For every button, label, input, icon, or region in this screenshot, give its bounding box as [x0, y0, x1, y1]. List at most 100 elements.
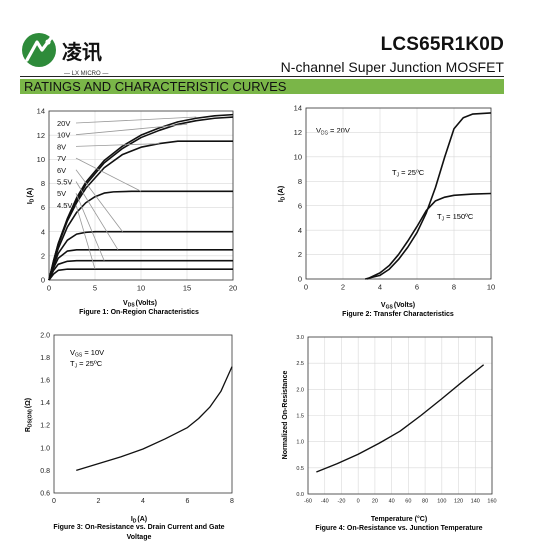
x-tick-label: 10 — [487, 283, 495, 292]
x-tick-label: 20 — [229, 284, 237, 293]
x-tick-label: 8 — [452, 283, 456, 292]
figure-2-annotation-tj25: TJ = 25ºC — [392, 168, 425, 179]
figure-2-annotation-vds: VDS = 20V — [316, 126, 350, 137]
y-tick-label: 2.5 — [296, 361, 304, 367]
y-tick-label: 10 — [294, 152, 302, 161]
series-line — [76, 366, 233, 472]
series-line — [48, 140, 233, 281]
y-tick-label: 0.5 — [296, 466, 304, 472]
y-tick-label: 2 — [41, 251, 45, 260]
y-tick-label: 2 — [298, 250, 302, 259]
figure-4-ylabel: Normalized On-Resistance — [282, 371, 289, 460]
figure-4-caption: Figure 4: On-Resistance vs. Junction Tem… — [315, 525, 482, 532]
x-tick-label: 60 — [405, 499, 411, 505]
figure-3-annotation-tj: TJ = 25ºC — [70, 359, 103, 370]
y-tick-label: 8 — [41, 179, 45, 188]
x-tick-label: 2 — [341, 283, 345, 292]
y-tick-label: 8 — [298, 177, 302, 186]
y-tick-label: 12 — [294, 128, 302, 137]
y-tick-label: 0.6 — [40, 490, 50, 497]
figure-3-caption-line2: Voltage — [127, 534, 152, 541]
x-tick-label: 20 — [372, 499, 378, 505]
y-tick-label: 1.0 — [40, 445, 50, 452]
x-tick-label: -40 — [321, 499, 329, 505]
figure-1-legend-label: 8V — [57, 142, 66, 151]
figure-1-leader-line — [75, 169, 123, 232]
y-tick-label: 2.0 — [40, 332, 50, 339]
logo-text: 凌讯 — [62, 40, 102, 64]
series-line — [48, 259, 233, 281]
x-tick-label: 10 — [137, 284, 145, 293]
figure-3-ylabel: RDS(ON)(Ω) — [25, 398, 34, 432]
logo-subtext: — LX MICRO — — [64, 71, 108, 77]
x-tick-label: 15 — [183, 284, 191, 293]
y-tick-label: 1.6 — [40, 378, 50, 385]
y-tick-label: 0.8 — [40, 468, 50, 475]
x-tick-label: 2 — [97, 498, 101, 505]
figure-1-legend-label: 5.5V — [57, 178, 72, 187]
y-tick-label: 6 — [298, 201, 302, 210]
y-tick-label: 1.0 — [296, 440, 304, 446]
x-tick-label: 100 — [437, 499, 446, 505]
x-tick-label: -60 — [304, 499, 312, 505]
series-line — [48, 230, 233, 281]
figure-1-legend-label: 4.5V — [57, 201, 72, 210]
series-line — [366, 192, 492, 280]
figure-2-ylabel: ID(A) — [278, 186, 287, 202]
y-tick-label: 1.4 — [40, 400, 50, 407]
series-line — [48, 190, 233, 281]
figure-1-leader-line — [75, 157, 142, 192]
figure-2-xlabel: VGS(Volts) — [381, 302, 415, 311]
figure-1-legend-label: 5V — [57, 189, 66, 198]
figure-1-legend-label: 7V — [57, 154, 66, 163]
figure-1-leader-line — [75, 116, 197, 124]
x-tick-label: 0 — [52, 498, 56, 505]
x-tick-label: 5 — [93, 284, 97, 293]
series-line — [316, 364, 485, 473]
x-tick-label: 80 — [422, 499, 428, 505]
figure-1-xlabel: VDS(Volts) — [123, 300, 157, 309]
y-tick-label: 10 — [37, 155, 45, 164]
figure-2-annotation-tj150: TJ = 150ºC — [437, 212, 474, 223]
x-tick-label: 0 — [47, 284, 51, 293]
figure-3-caption-line1: Figure 3: On-Resistance vs. Drain Curren… — [53, 524, 224, 531]
figure-1-legend-label: 6V — [57, 166, 66, 175]
figure-1-legend-label: 20V — [57, 119, 70, 128]
datasheet-header: 凌讯 — LX MICRO — LCS65R1K0D N-channel Sup… — [0, 0, 544, 94]
x-tick-label: 6 — [186, 498, 190, 505]
y-tick-label: 3.0 — [296, 335, 304, 341]
header-divider — [20, 76, 504, 77]
y-tick-label: 4 — [298, 226, 302, 235]
figure-1-caption: Figure 1: On-Region Characteristics — [79, 309, 199, 316]
y-tick-label: 14 — [294, 104, 302, 113]
part-number: LCS65R1K0D — [380, 34, 504, 55]
series-line — [48, 249, 233, 281]
figure-2-caption: Figure 2: Transfer Characteristics — [342, 311, 454, 318]
figure-3-xlabel: ID(A) — [131, 516, 147, 525]
x-tick-label: 160 — [487, 499, 496, 505]
figure-3-annotation-vgs: VGS = 10V — [70, 348, 104, 359]
figure-1-ylabel: ID(A) — [27, 188, 36, 204]
plot-frame — [48, 110, 234, 281]
y-tick-label: 6 — [41, 203, 45, 212]
x-tick-label: 8 — [230, 498, 234, 505]
series-line — [365, 112, 492, 280]
figure-1-leader-line — [75, 181, 119, 251]
figure-1-legend-label: 10V — [57, 131, 70, 140]
y-tick-label: 0.0 — [296, 492, 304, 498]
x-tick-label: 140 — [471, 499, 480, 505]
figure-1-leader-line — [75, 204, 96, 270]
y-tick-label: 1.5 — [296, 413, 304, 419]
x-tick-label: 0 — [357, 499, 360, 505]
x-tick-label: -20 — [337, 499, 345, 505]
x-tick-label: 4 — [378, 283, 382, 292]
figure-1-leader-line — [75, 193, 105, 261]
section-banner: RATINGS AND CHARACTERISTIC CURVES — [20, 79, 504, 94]
series-line — [48, 268, 233, 281]
x-tick-label: 4 — [141, 498, 145, 505]
plot-frame — [307, 336, 493, 495]
y-tick-label: 4 — [41, 227, 45, 236]
